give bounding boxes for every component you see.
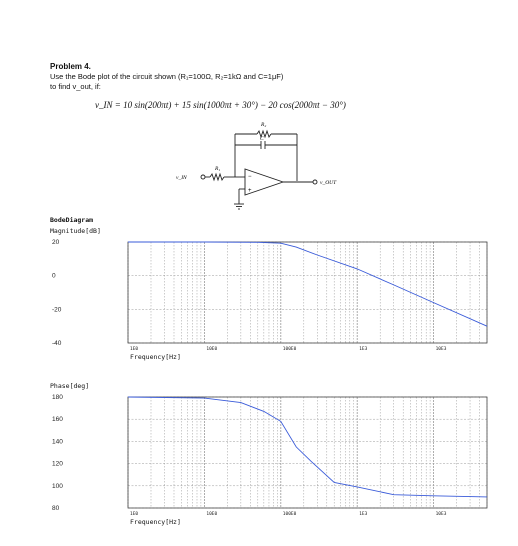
- r1-label: R₁: [214, 166, 220, 172]
- magnitude-ytick-label: -40: [52, 340, 62, 347]
- magnitude-ytick-label: 0: [52, 273, 56, 280]
- phase-xtick-label: 100E0: [283, 511, 297, 517]
- magnitude-axis-label: Magnitude[dB]: [50, 227, 101, 235]
- magnitude-curve: [128, 241, 488, 327]
- magnitude-xtick-label: 100E0: [283, 346, 297, 352]
- vout-terminal: [312, 179, 318, 185]
- input-equation: v_IN = 10 sin(200πt) + 15 sin(1000πt + 3…: [95, 100, 346, 110]
- r2-label: R₂: [260, 122, 266, 128]
- magnitude-xtick-label: 1E0: [130, 346, 138, 352]
- opamp-symbol: [244, 168, 285, 196]
- phase-xtick-label: 1E0: [130, 511, 138, 517]
- opamp-plus-label: +: [248, 188, 252, 194]
- phase-ytick-label: 80: [52, 505, 60, 512]
- phase-xtick-label: 10E3: [436, 511, 447, 517]
- vin-label: v_IN: [176, 175, 187, 181]
- phase-xtick-label: 10E0: [206, 511, 217, 517]
- r1-resistor: [209, 172, 225, 182]
- phase-curve: [127, 396, 488, 498]
- phase-ytick-label: 100: [52, 483, 63, 490]
- problem-statement: Problem 4. Use the Bode plot of the circ…: [50, 62, 490, 92]
- phase-xaxis-label: Frequency[Hz]: [130, 518, 181, 526]
- magnitude-xaxis-label: Frequency[Hz]: [130, 353, 181, 361]
- bode-title: BodeDiagram: [50, 216, 94, 224]
- vout-label: v_OUT: [320, 180, 337, 186]
- r2-resistor: [256, 129, 272, 139]
- phase-frame: [127, 396, 488, 509]
- problem-title: Problem 4.: [50, 62, 91, 71]
- magnitude-ytick-label: -20: [52, 306, 62, 313]
- magnitude-frame: [127, 241, 488, 344]
- phase-ytick-label: 120: [52, 461, 63, 468]
- c-label: C: [260, 136, 264, 142]
- magnitude-xtick-label: 1E3: [359, 346, 367, 352]
- phase-ytick-label: 180: [52, 394, 63, 401]
- problem-line-1: Use the Bode plot of the circuit shown (…: [50, 72, 284, 81]
- phase-ytick-label: 160: [52, 416, 63, 423]
- magnitude-xtick-label: 10E3: [436, 346, 447, 352]
- opamp-minus-label: −: [248, 174, 252, 180]
- phase-axis-label: Phase[deg]: [50, 382, 89, 390]
- phase-xtick-label: 1E3: [359, 511, 367, 517]
- magnitude-ytick-label: 20: [52, 239, 60, 246]
- phase-ytick-label: 140: [52, 438, 63, 445]
- problem-line-2: to find v_out, if:: [50, 82, 101, 91]
- magnitude-xtick-label: 10E0: [206, 346, 217, 352]
- circuit-diagram: v_IN R₁ R₂ C v_OUT − +: [176, 122, 337, 210]
